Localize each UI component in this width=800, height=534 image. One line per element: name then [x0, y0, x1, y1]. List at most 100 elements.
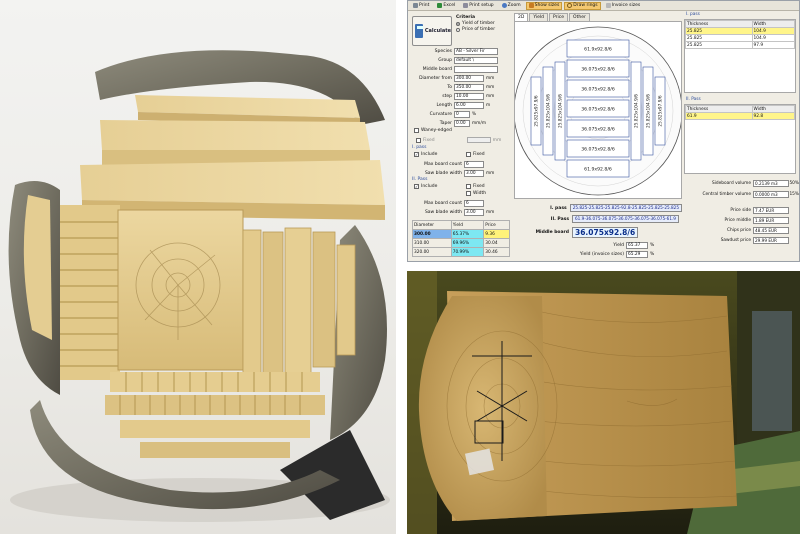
board-label: 36.075x92.8/6: [581, 126, 615, 132]
board-4: [566, 99, 630, 118]
zoom-button[interactable]: Zoom: [499, 2, 524, 10]
invoice-sizes-button[interactable]: Invoice sizes: [603, 2, 644, 10]
cutting-pattern-area: 2D Yield Price Other 61.9x92.8/6 36.075x9…: [513, 13, 683, 261]
pass1-saw-blade-row: Saw blade width 3.00 mm: [424, 169, 495, 177]
sawdust-price-value: 29.99 EUR: [753, 236, 789, 244]
pass1-max-board-input[interactable]: 6: [464, 160, 484, 168]
pass1-board-list[interactable]: Thickness Width 25.825 104.9 25.825 104.…: [684, 19, 796, 93]
side-board: [554, 61, 566, 161]
board-6: [566, 139, 630, 158]
table-row[interactable]: 25.825 104.9: [685, 34, 796, 42]
checkbox-box: [466, 191, 471, 196]
side-board: [642, 66, 654, 156]
side-board-label: 25.825x104.9/6: [558, 94, 564, 128]
pass2-max-board-input[interactable]: 6: [464, 199, 484, 207]
middle-board-result: 36.075x92.8/6: [572, 227, 639, 238]
cutting-diagram[interactable]: 61.9x92.8/6 36.075x92.8/6 36.075x92.8/6 36.…: [513, 21, 683, 199]
group-select[interactable]: default \: [454, 56, 498, 64]
criteria-group: Criteria Yield of timber Price of timber: [456, 15, 512, 33]
checkbox-checked: ✓: [414, 152, 419, 157]
species-row: Species AB - Silver Fir: [410, 47, 512, 55]
excel-button[interactable]: Excel: [434, 2, 458, 10]
ruler-icon: [528, 3, 534, 8]
pass2-include-checkbox[interactable]: ✓ Include: [414, 184, 438, 189]
pass2-result-row: II. Pass 61.9-36.075-36.075-36.075-36.07…: [514, 214, 682, 224]
zoom-icon: [501, 3, 507, 8]
fixed-waney-input[interactable]: [466, 137, 491, 143]
taper-input[interactable]: 0.00: [454, 119, 470, 127]
print-button[interactable]: Print: [410, 2, 432, 10]
length-input[interactable]: 6.00: [454, 101, 484, 109]
table-row[interactable]: 25.825 104.9: [685, 27, 796, 35]
side-board-label: 25.825x97.9/6: [534, 95, 540, 127]
criteria-yield-option[interactable]: Yield of timber: [456, 21, 512, 26]
pass1-max-board-row: Max board count 6: [410, 160, 512, 168]
yield-invoice-row: Yield (invoice sizes) 65.29 %: [579, 251, 655, 258]
invoice-icon: [605, 3, 611, 8]
table-row[interactable]: 25.825 97.9: [685, 41, 796, 49]
fixed-waney-checkbox[interactable]: Fixed mm: [416, 137, 501, 143]
sawn-log-illustration: [8, 50, 390, 522]
side-board-label: 25.825x104.9/6: [546, 94, 552, 128]
waney-edged-checkbox[interactable]: Waney-edged: [414, 128, 452, 133]
checkbox-box: [466, 184, 471, 189]
checkbox-checked: ✓: [414, 184, 419, 189]
taper-row: Taper 0.00 mm/m: [439, 119, 487, 127]
draw-rings-button[interactable]: Draw rings: [564, 1, 601, 10]
print-setup-button[interactable]: Print setup: [460, 2, 496, 10]
excel-icon: [437, 3, 443, 8]
pass1-saw-blade-input[interactable]: 3.00: [464, 169, 484, 177]
criteria-price-option[interactable]: Price of timber: [456, 27, 512, 32]
pass1-include-checkbox[interactable]: ✓ Include: [414, 152, 438, 157]
show-sizes-button[interactable]: Show sizes: [525, 1, 563, 10]
diameter-to-input[interactable]: 350.00: [454, 83, 484, 91]
pass2-board-list[interactable]: Thickness Width 61.9 92.8: [684, 104, 796, 174]
printer-icon: [413, 3, 418, 8]
curvature-row: Curvature 0 %: [429, 110, 477, 118]
board-1: [566, 39, 630, 58]
pass1-result: 25.825-25.825-25.825-92.8-25.825-25.825-…: [569, 204, 682, 212]
table-row[interactable]: 61.9 92.8: [685, 112, 796, 120]
step-row: step 10.00 mm: [442, 92, 495, 100]
tab-price[interactable]: Price: [549, 13, 569, 21]
rings-icon: [567, 3, 573, 8]
board-3: [566, 79, 630, 98]
pass2-saw-blade-input[interactable]: 3.00: [464, 208, 484, 216]
diameter-from-row: Diameter from 300.00 mm: [419, 74, 495, 82]
tab-yield[interactable]: Yield: [529, 13, 549, 21]
calculate-button[interactable]: Calculate: [412, 16, 452, 46]
pass2-width-checkbox[interactable]: Width: [466, 191, 486, 196]
pass2-max-board-row: Max board count 6: [410, 199, 512, 207]
sawdust-price-row: Sawdust price 29.99 EUR: [684, 236, 799, 244]
board-5: [566, 119, 630, 138]
table-row[interactable]: 300.00 65.37% 9.36: [412, 229, 510, 239]
yield-value: 65.37: [626, 242, 648, 249]
curvature-input[interactable]: 0: [454, 110, 470, 118]
squared-log-illustration: [407, 271, 800, 534]
checkbox-box: [414, 128, 419, 133]
side-board: [542, 66, 554, 156]
tab-other[interactable]: Other: [569, 13, 590, 21]
middle-board-select[interactable]: [454, 65, 498, 73]
diameter-to-row: To 350.00 mm: [447, 83, 495, 91]
pass2-fixed-checkbox[interactable]: Fixed: [466, 184, 485, 189]
board-2: [566, 59, 630, 78]
species-select[interactable]: AB - Silver Fir: [454, 47, 498, 55]
vertical-boards: 25.825x97.9/6 25.825x104.9/6 25.825x104.9/…: [530, 61, 666, 161]
step-input[interactable]: 10.00: [454, 92, 484, 100]
pass1-result-row: I. pass 25.825-25.825-25.825-92.8-25.825…: [514, 203, 682, 213]
middle-board-row: Middle board: [410, 65, 512, 73]
table-row[interactable]: 320.00 70.99% 30.46: [412, 247, 510, 257]
tab-2d[interactable]: 2D: [514, 13, 529, 21]
diameter-from-input[interactable]: 300.00: [454, 74, 484, 82]
criteria-title: Criteria: [456, 15, 476, 20]
lower-slats: [105, 372, 325, 458]
view-tabs: 2D Yield Price Other: [514, 13, 590, 21]
yield-table: Diameter Yield Price 300.00 65.37% 9.36 …: [412, 220, 510, 257]
sawing-optimizer-window: Print Excel Print setup Zoom Show sizes …: [407, 0, 800, 262]
pass1-list-caption: I. pass: [686, 12, 700, 17]
table-row[interactable]: 310.00 69.96% 30.04: [412, 238, 510, 248]
pass1-fixed-checkbox[interactable]: Fixed: [466, 152, 485, 157]
chips-price-row: Chips price 48.45 EUR: [684, 226, 799, 234]
